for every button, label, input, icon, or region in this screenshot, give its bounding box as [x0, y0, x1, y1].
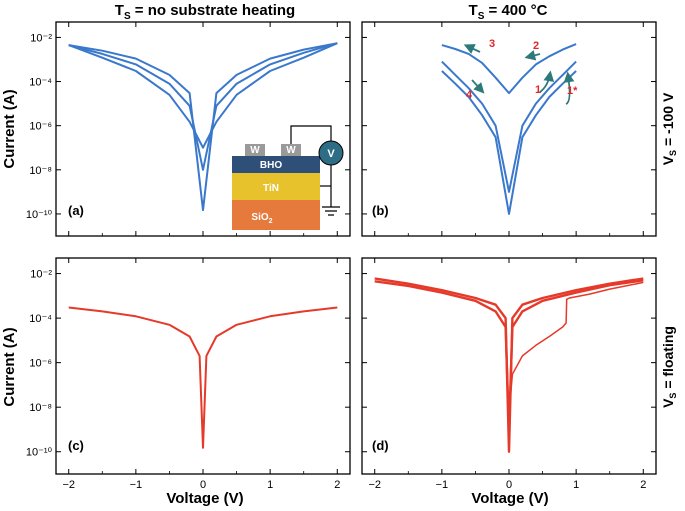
x-tick-label: −2	[62, 479, 75, 491]
panel-d: −2 −1 0 1 2 (d)	[361, 257, 657, 491]
row-label-top: VS = -100 V	[660, 92, 678, 165]
series-line	[374, 279, 644, 431]
x-axis-label-right: Voltage (V)	[471, 490, 548, 507]
x-tick-label: −1	[436, 479, 449, 491]
annotation-1: 1	[535, 84, 541, 96]
y-tick-label: 10⁻¹⁰	[26, 447, 53, 459]
x-tick-label: −1	[130, 479, 143, 491]
voltmeter-label: V	[327, 148, 335, 160]
series-line	[441, 70, 577, 215]
plot-frame	[361, 21, 657, 237]
voltmeter-icon	[318, 140, 344, 166]
ground-icon	[322, 206, 340, 216]
series-line	[374, 277, 644, 453]
series-line	[508, 281, 644, 414]
x-tick-label: 0	[200, 479, 206, 491]
x-tick-label: −2	[368, 479, 381, 491]
panel-c: −2 −1 0 1 2 10⁻¹⁰ 10⁻⁸ 10⁻⁶ 10⁻⁴ 10⁻² (c)	[26, 257, 351, 491]
series-line	[441, 60, 577, 193]
annotation-4: 4	[466, 89, 473, 101]
arrow-1-icon	[539, 70, 555, 93]
arrow-1star-icon	[563, 71, 575, 105]
bho-layer	[232, 156, 320, 173]
panel-a: 10⁻¹⁰ 10⁻⁸ 10⁻⁶ 10⁻⁴ 10⁻² (a)	[26, 21, 351, 237]
panel-letter: (d)	[372, 438, 389, 453]
panel-letter: (c)	[68, 438, 84, 453]
y-tick-label: 10⁻¹⁰	[26, 209, 53, 221]
y-tick-label: 10⁻⁸	[29, 165, 52, 177]
series-line	[68, 42, 338, 171]
x-axis-label-left: Voltage (V)	[166, 490, 243, 507]
bho-layer-label: BHO	[260, 160, 282, 171]
annotation-3: 3	[489, 38, 495, 50]
panel-letter: (b)	[372, 203, 389, 218]
y-axis-label-bottom: Current (A)	[1, 327, 18, 406]
x-tick-label: 2	[334, 479, 340, 491]
series-line	[441, 43, 577, 95]
arrow-2-icon	[524, 50, 541, 61]
x-tick-label: 1	[267, 479, 273, 491]
w-electrode-left	[245, 144, 265, 156]
series-line	[68, 306, 338, 449]
y-tick-label: 10⁻⁸	[29, 402, 52, 414]
tin-layer-label: TiN	[263, 183, 279, 194]
column-title-left: TS = no substrate heating	[115, 2, 295, 22]
y-tick-label: 10⁻⁶	[29, 358, 52, 370]
y-tick-label: 10⁻²	[30, 269, 52, 281]
wire-top	[290, 125, 332, 144]
annotation-2: 2	[533, 40, 539, 52]
panel-letter: (a)	[68, 203, 84, 218]
y-axis-label-top: Current (A)	[1, 89, 18, 168]
x-tick-label: 0	[506, 479, 512, 491]
panel-b: (b)	[361, 21, 657, 237]
y-tick-label: 10⁻⁴	[29, 313, 52, 325]
w-electrode-right	[281, 144, 301, 156]
row-label-bottom: VS = floating	[660, 326, 678, 408]
arrow-4-icon	[471, 79, 485, 94]
w-electrode-left-label: W	[250, 145, 260, 156]
series-line	[68, 42, 338, 149]
device-schematic-inset: W W BHO TiN SiO2 V	[232, 125, 344, 230]
series-line	[68, 42, 338, 212]
y-tick-label: 10⁻⁴	[29, 77, 52, 89]
column-title-right: TS = 400 °C	[469, 2, 548, 22]
arrow-3-icon	[463, 44, 481, 54]
tin-layer	[232, 173, 320, 200]
annotation-1star: 1*	[567, 85, 578, 97]
x-tick-label: 1	[573, 479, 579, 491]
x-tick-label: 2	[640, 479, 646, 491]
w-electrode-right-label: W	[286, 145, 296, 156]
y-tick-label: 10⁻⁶	[29, 121, 52, 133]
sweep-annotations: 2 3 4 1 1*	[463, 38, 578, 105]
sio2-layer-label: SiO2	[251, 212, 272, 225]
y-tick-label: 10⁻²	[30, 32, 52, 44]
sio2-layer	[232, 200, 320, 230]
